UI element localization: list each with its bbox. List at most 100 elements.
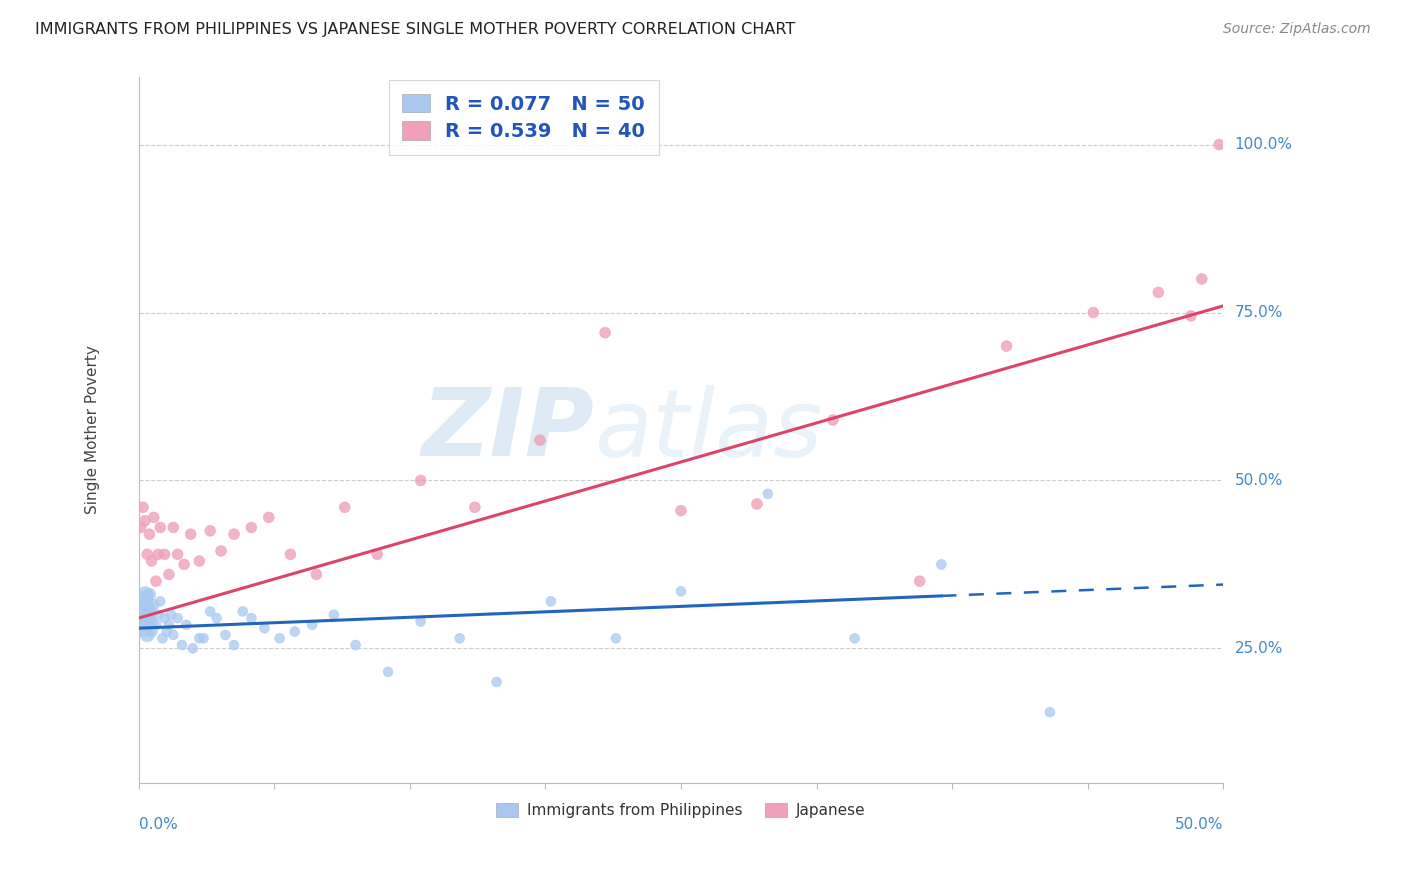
Point	[214, 628, 236, 642]
Point	[153, 611, 176, 625]
Point	[149, 594, 172, 608]
Point	[166, 547, 188, 561]
Point	[222, 638, 245, 652]
Point	[240, 611, 263, 625]
Legend: Immigrants from Philippines, Japanese: Immigrants from Philippines, Japanese	[491, 797, 872, 824]
Point	[485, 674, 508, 689]
Point	[145, 617, 167, 632]
Point	[1191, 272, 1213, 286]
Point	[129, 611, 152, 625]
Point	[153, 547, 176, 561]
Point	[138, 527, 160, 541]
Point	[134, 601, 156, 615]
Point	[142, 510, 165, 524]
Point	[141, 624, 163, 639]
Point	[449, 632, 471, 646]
Point	[908, 574, 931, 589]
Point	[132, 500, 155, 515]
Point	[540, 594, 562, 608]
Point	[136, 611, 159, 625]
Text: 25.0%: 25.0%	[1234, 640, 1282, 656]
Point	[145, 574, 167, 589]
Point	[198, 524, 221, 538]
Point	[995, 339, 1018, 353]
Point	[756, 487, 779, 501]
Point	[156, 624, 179, 639]
Point	[269, 632, 291, 646]
Point	[821, 413, 844, 427]
Text: IMMIGRANTS FROM PHILIPPINES VS JAPANESE SINGLE MOTHER POVERTY CORRELATION CHART: IMMIGRANTS FROM PHILIPPINES VS JAPANESE …	[35, 22, 796, 37]
Point	[188, 554, 211, 568]
Point	[322, 607, 344, 622]
Point	[409, 615, 432, 629]
Point	[138, 588, 160, 602]
Point	[141, 615, 163, 629]
Text: 50.0%: 50.0%	[1175, 817, 1223, 832]
Point	[146, 547, 169, 561]
Point	[844, 632, 866, 646]
Point	[198, 604, 221, 618]
Text: 75.0%: 75.0%	[1234, 305, 1282, 320]
Point	[173, 558, 195, 572]
Point	[149, 520, 172, 534]
Point	[134, 514, 156, 528]
Point	[253, 621, 276, 635]
Point	[141, 554, 163, 568]
Point	[366, 547, 388, 561]
Point	[160, 607, 183, 622]
Point	[377, 665, 399, 679]
Point	[669, 584, 692, 599]
Point	[157, 617, 180, 632]
Point	[1083, 305, 1105, 319]
Point	[136, 628, 159, 642]
Point	[180, 527, 202, 541]
Point	[188, 632, 211, 646]
Point	[301, 617, 323, 632]
Point	[931, 558, 953, 572]
Point	[136, 547, 159, 561]
Point	[240, 520, 263, 534]
Point	[1039, 705, 1062, 719]
Point	[146, 607, 169, 622]
Point	[745, 497, 768, 511]
Point	[152, 632, 174, 646]
Point	[209, 544, 232, 558]
Point	[344, 638, 367, 652]
Point	[593, 326, 616, 340]
Point	[605, 632, 627, 646]
Point	[132, 594, 155, 608]
Point	[162, 628, 184, 642]
Point	[464, 500, 486, 515]
Point	[232, 604, 254, 618]
Text: 100.0%: 100.0%	[1234, 137, 1292, 153]
Text: 50.0%: 50.0%	[1234, 473, 1282, 488]
Point	[333, 500, 356, 515]
Point	[176, 617, 198, 632]
Point	[181, 641, 204, 656]
Point	[1208, 137, 1230, 152]
Point	[170, 638, 193, 652]
Point	[222, 527, 245, 541]
Point	[280, 547, 302, 561]
Point	[205, 611, 228, 625]
Text: 0.0%: 0.0%	[139, 817, 177, 832]
Point	[305, 567, 328, 582]
Point	[132, 621, 155, 635]
Point	[129, 520, 152, 534]
Point	[142, 598, 165, 612]
Point	[669, 503, 692, 517]
Point	[1147, 285, 1170, 300]
Point	[138, 604, 160, 618]
Point	[257, 510, 280, 524]
Point	[134, 588, 156, 602]
Text: Single Mother Poverty: Single Mother Poverty	[86, 345, 100, 515]
Text: atlas: atlas	[595, 384, 823, 475]
Point	[157, 567, 180, 582]
Point	[284, 624, 307, 639]
Point	[193, 632, 215, 646]
Point	[409, 474, 432, 488]
Point	[166, 611, 188, 625]
Point	[1180, 309, 1202, 323]
Text: Source: ZipAtlas.com: Source: ZipAtlas.com	[1223, 22, 1371, 37]
Point	[529, 433, 551, 447]
